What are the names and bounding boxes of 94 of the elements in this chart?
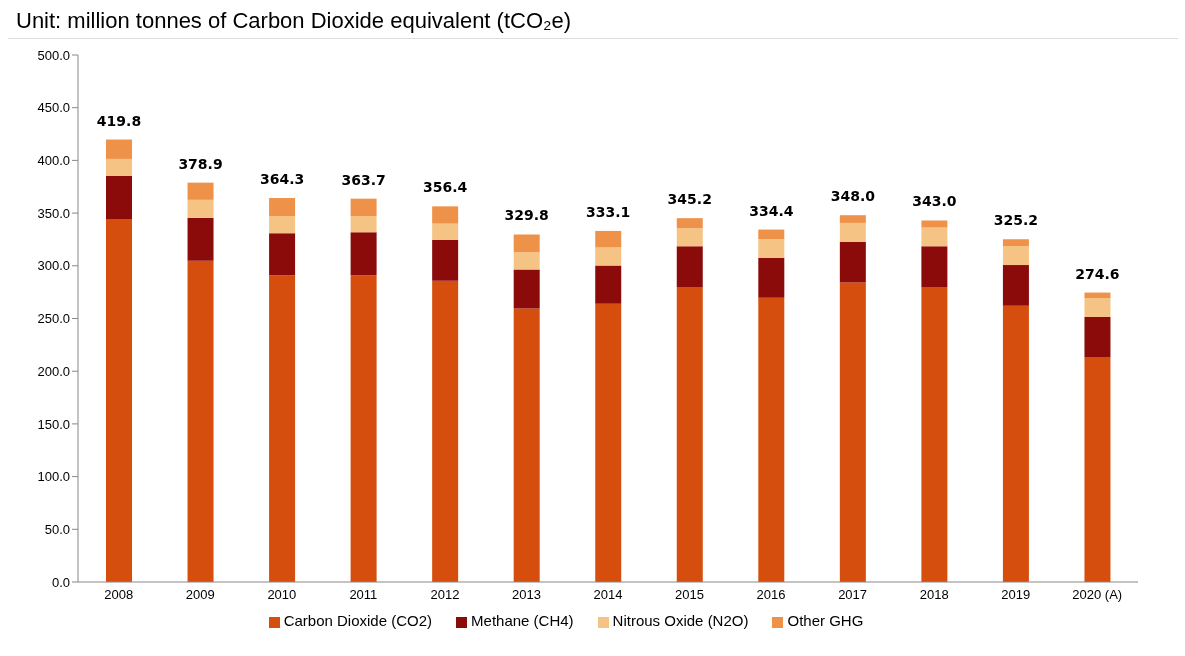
bar xyxy=(269,233,296,276)
bar xyxy=(676,246,703,288)
y-tick-label: 250.0 xyxy=(37,311,70,327)
total-label: 378.9 xyxy=(178,155,223,172)
y-tick-label: 450.0 xyxy=(37,100,70,116)
bar xyxy=(106,176,132,219)
bar xyxy=(595,303,622,582)
x-tick-label: 2015 xyxy=(675,587,704,603)
bar xyxy=(839,282,866,582)
x-tick-label: 2019 xyxy=(1001,587,1031,603)
bar xyxy=(350,275,377,582)
x-tick-label: 2018 xyxy=(919,587,949,603)
legend-label: Nitrous Oxide (N2O) xyxy=(612,612,749,629)
bar xyxy=(432,206,459,224)
total-label: 325.2 xyxy=(993,212,1039,229)
x-tick-label: 2020 (A) xyxy=(1072,587,1123,603)
bar xyxy=(921,246,948,288)
bar xyxy=(1084,357,1111,582)
x-tick-label: 2009 xyxy=(185,587,215,603)
bar xyxy=(106,139,132,159)
bar xyxy=(676,287,703,582)
total-label: 329.8 xyxy=(504,207,549,224)
bar xyxy=(1002,245,1029,266)
bar xyxy=(350,198,377,217)
bar xyxy=(839,241,866,283)
bar xyxy=(513,308,540,582)
bar xyxy=(1002,305,1029,582)
bar xyxy=(758,229,785,240)
total-label: 334.4 xyxy=(749,202,794,219)
bar xyxy=(269,216,296,234)
bar xyxy=(758,257,785,298)
y-tick-label: 300.0 xyxy=(37,258,70,274)
y-tick-label: 0.0 xyxy=(51,574,70,590)
bar xyxy=(758,297,785,582)
bar xyxy=(1084,292,1111,299)
x-tick-label: 2014 xyxy=(593,587,623,603)
total-label: 364.3 xyxy=(259,171,305,188)
bar xyxy=(106,218,132,582)
y-tick-label: 350.0 xyxy=(37,205,70,221)
bar xyxy=(1002,239,1029,246)
total-label: 348.0 xyxy=(830,188,876,205)
bar xyxy=(432,280,459,582)
legend-label: Methane (CH4) xyxy=(471,612,574,629)
bar xyxy=(106,158,132,176)
total-label: 345.2 xyxy=(667,191,712,208)
bar xyxy=(839,222,866,242)
total-label: 356.4 xyxy=(423,179,468,196)
legend-label: Other GHG xyxy=(787,612,864,629)
x-tick-label: 2010 xyxy=(267,587,297,603)
x-tick-label: 2013 xyxy=(512,587,541,603)
total-label: 343.0 xyxy=(912,193,957,210)
total-label: 333.1 xyxy=(586,203,631,220)
bar xyxy=(269,275,296,582)
total-label: 274.6 xyxy=(1075,265,1120,282)
total-label: 363.7 xyxy=(341,171,386,188)
x-tick-label: 2008 xyxy=(104,587,134,603)
y-tick-label: 400.0 xyxy=(37,153,70,169)
bar xyxy=(1002,265,1029,306)
bar xyxy=(921,220,948,228)
bar xyxy=(269,198,296,217)
legend-label: Carbon Dioxide (CO2) xyxy=(283,612,433,629)
bar xyxy=(676,218,703,229)
bar xyxy=(187,260,214,582)
x-tick-label: 2017 xyxy=(838,587,868,603)
bar xyxy=(432,223,459,240)
bar xyxy=(350,232,377,276)
x-tick-label: 2012 xyxy=(430,587,460,603)
bar xyxy=(187,199,214,218)
total-label: 419.8 xyxy=(96,112,142,129)
bar xyxy=(1084,317,1111,358)
bar xyxy=(921,287,948,582)
bar xyxy=(595,265,622,304)
bar xyxy=(187,182,214,200)
bar xyxy=(1084,298,1111,318)
bar xyxy=(432,239,459,281)
bar xyxy=(676,228,703,247)
x-tick-label: 2011 xyxy=(349,587,378,603)
bar xyxy=(595,230,622,248)
bar xyxy=(758,239,785,258)
bar xyxy=(350,216,377,233)
y-tick-label: 150.0 xyxy=(37,416,70,432)
bar xyxy=(839,215,866,223)
y-tick-label: 500.0 xyxy=(37,47,70,63)
bar xyxy=(513,252,540,270)
bar xyxy=(513,269,540,309)
y-tick-label: 50.0 xyxy=(44,521,70,537)
bar xyxy=(187,217,214,261)
bar xyxy=(595,247,622,266)
y-tick-label: 200.0 xyxy=(37,363,70,379)
bar xyxy=(513,234,540,253)
bar xyxy=(921,227,948,247)
y-tick-label: 100.0 xyxy=(37,469,70,485)
x-tick-label: 2016 xyxy=(756,587,786,603)
chart-title: Unit: million tonnes of Carbon Dioxide equivalent (tCO₂e) xyxy=(8,8,1178,39)
